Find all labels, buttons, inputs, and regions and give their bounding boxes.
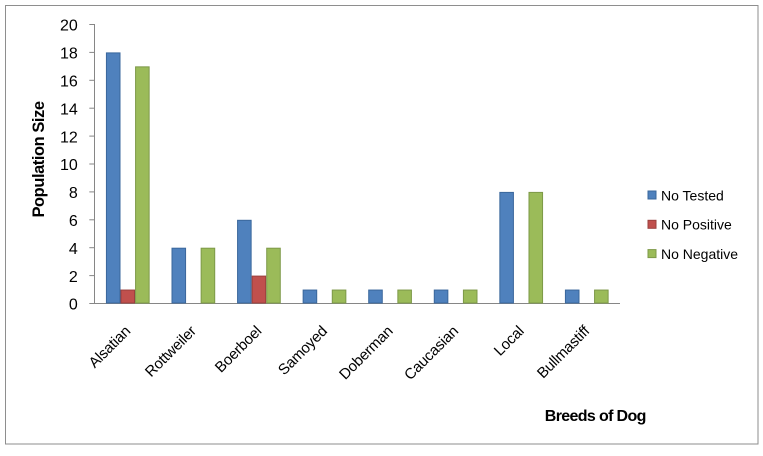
svg-text:18: 18 (60, 46, 78, 63)
svg-text:2: 2 (69, 269, 78, 286)
svg-text:20: 20 (60, 18, 78, 35)
svg-text:16: 16 (60, 74, 78, 91)
svg-text:14: 14 (60, 101, 78, 118)
svg-text:6: 6 (69, 213, 78, 230)
svg-text:8: 8 (69, 185, 78, 202)
svg-text:10: 10 (60, 157, 78, 174)
svg-text:Population Size: Population Size (30, 101, 48, 217)
svg-text:No Negative: No Negative (661, 246, 738, 262)
svg-text:No Tested: No Tested (661, 187, 724, 203)
svg-text:0: 0 (69, 297, 78, 314)
svg-text:12: 12 (60, 129, 78, 146)
svg-text:No Positive: No Positive (661, 217, 732, 233)
svg-text:4: 4 (69, 241, 78, 258)
svg-text:Breeds of Dog: Breeds of Dog (545, 408, 646, 425)
